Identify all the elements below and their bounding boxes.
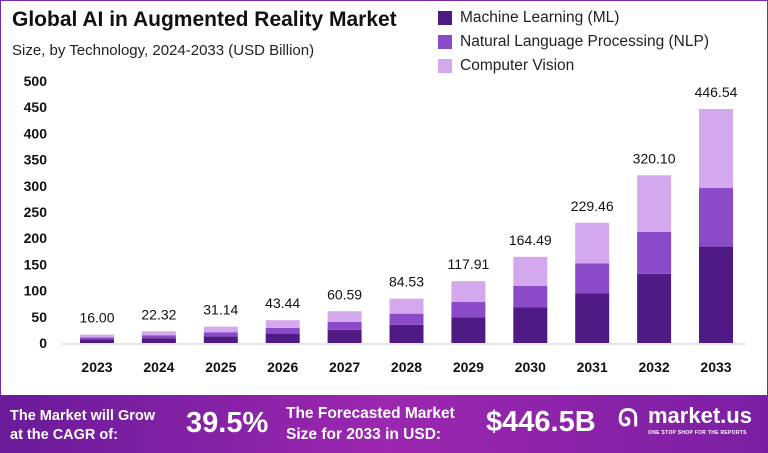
total-label: 31.14 — [203, 302, 238, 318]
bar-segment — [80, 339, 114, 343]
total-label: 320.10 — [633, 150, 676, 166]
bar-segment — [141, 331, 176, 336]
total-label: 229.46 — [571, 198, 614, 214]
total-label: 164.49 — [509, 232, 552, 248]
chart-plot: 0 50 100 150 200 250 300 350 400 450 500 16.00 2023 2… — [24, 73, 745, 375]
total-label: 117.91 — [448, 256, 490, 272]
bar-segment — [327, 311, 362, 322]
x-tick-label: 2027 — [329, 359, 360, 375]
bar-segment — [513, 256, 548, 286]
bar-segment — [637, 175, 672, 232]
x-tick-label: 2031 — [577, 359, 608, 375]
x-tick-label: 2024 — [143, 359, 174, 375]
brand-logo-icon: ᘏ — [618, 405, 638, 432]
y-tick-label: 200 — [24, 230, 48, 246]
bar-segment — [203, 332, 238, 337]
legend-label: Natural Language Processing (NLP) — [460, 33, 709, 50]
bar-segment — [80, 337, 114, 340]
x-tick-label: 2025 — [205, 359, 236, 375]
x-tick-label: 2032 — [639, 359, 670, 375]
total-label: 446.54 — [695, 84, 738, 100]
brand-tagline: ONE STOP SHOP FOR THE REPORTS — [648, 430, 747, 436]
y-tick-label: 400 — [24, 125, 48, 141]
total-label: 43.44 — [265, 295, 300, 311]
bar-segment — [451, 302, 486, 318]
brand-name: market.us — [648, 403, 752, 428]
x-tick-label: 2033 — [700, 359, 731, 375]
bar-segment — [141, 335, 176, 339]
x-tick-label: 2026 — [267, 359, 298, 375]
legend-item-ml: Machine Learning (ML) — [438, 6, 709, 30]
legend-swatch — [438, 35, 452, 49]
bar-segment — [637, 273, 672, 343]
bar-segment — [80, 334, 114, 338]
bar-segment — [265, 320, 300, 328]
bar-segment — [327, 321, 362, 330]
bar-segment — [389, 324, 424, 343]
y-tick-label: 300 — [24, 178, 48, 194]
chart-title: Global AI in Augmented Reality Market — [12, 8, 397, 31]
bar-segment — [203, 336, 238, 343]
bar-segment — [451, 281, 486, 303]
total-label: 60.59 — [327, 286, 362, 302]
bar-segment — [203, 326, 238, 333]
bar-segment — [575, 293, 610, 343]
bar-segment — [575, 263, 610, 294]
chart-subtitle: Size, by Technology, 2024-2033 (USD Bill… — [12, 42, 315, 59]
total-label: 22.32 — [141, 306, 176, 322]
legend-item-cv: Computer Vision — [438, 54, 709, 78]
y-tick-label: 500 — [24, 73, 48, 89]
bar-segment — [699, 109, 733, 188]
bar-segment — [265, 333, 300, 343]
y-tick-label: 50 — [31, 309, 47, 325]
legend-label: Computer Vision — [460, 57, 575, 74]
cagr-label: The Market will Grow at the CAGR of: — [10, 408, 156, 443]
y-tick-label: 450 — [24, 99, 48, 115]
forecast-label: The Forecasted Market Size for 2033 in US… — [286, 405, 455, 443]
legend-item-nlp: Natural Language Processing (NLP) — [438, 30, 709, 54]
bar-segment — [265, 327, 300, 334]
y-tick-label: 150 — [24, 256, 48, 272]
bar-segment — [451, 317, 486, 343]
bar-segment — [637, 231, 672, 274]
y-tick-label: 100 — [24, 283, 48, 299]
bar-segment — [389, 313, 424, 325]
x-tick-label: 2029 — [453, 359, 484, 375]
legend-label: Machine Learning (ML) — [460, 9, 620, 26]
legend: Machine Learning (ML) Natural Language P… — [438, 6, 709, 78]
bar-segment — [699, 187, 733, 247]
bar-segment — [699, 246, 733, 343]
bar-segment — [389, 298, 424, 314]
bar-segment — [513, 285, 548, 308]
x-tick-label: 2023 — [81, 359, 112, 375]
legend-swatch — [438, 59, 452, 73]
bar-segment — [327, 329, 362, 343]
total-label: 84.53 — [389, 274, 424, 290]
x-tick-label: 2028 — [391, 359, 422, 375]
y-tick-label: 350 — [24, 152, 48, 168]
forecast-value: $446.5B — [486, 406, 596, 438]
bar-segment — [513, 307, 548, 343]
y-tick-label: 0 — [39, 335, 47, 351]
legend-swatch — [438, 11, 452, 25]
cagr-value: 39.5% — [186, 407, 269, 439]
bar-segment — [575, 222, 610, 264]
footer-banner: The Market will Grow at the CAGR of: 39.5… — [0, 395, 768, 453]
bar-segment — [141, 338, 176, 343]
x-tick-label: 2030 — [515, 359, 546, 375]
y-tick-label: 250 — [24, 204, 48, 220]
total-label: 16.00 — [79, 310, 114, 326]
